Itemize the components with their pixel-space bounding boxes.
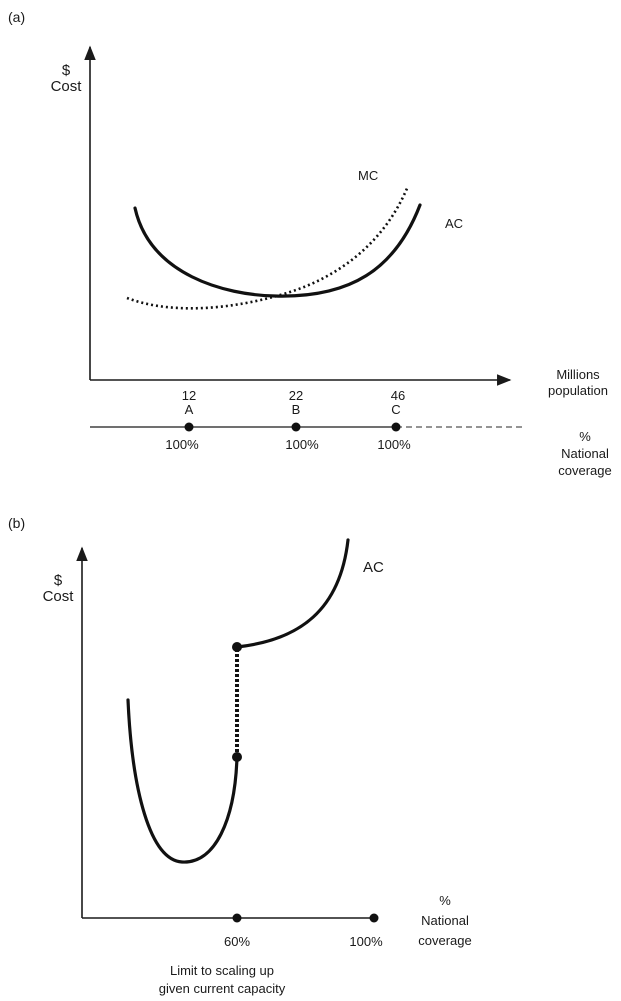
ac-curve-label: AC bbox=[363, 559, 384, 576]
coverage-pct-label: 100% bbox=[165, 437, 199, 452]
coverage-axis-label: % bbox=[579, 429, 591, 444]
x-axis-label: National bbox=[421, 913, 469, 928]
coverage-axis-label: National bbox=[561, 446, 609, 461]
mc-curve-label: MC bbox=[358, 168, 378, 183]
coverage-point-a bbox=[184, 422, 194, 432]
capacity-note: given current capacity bbox=[159, 981, 286, 996]
panel-b-y-label: Cost bbox=[43, 588, 75, 605]
panel-a-y-label: Cost bbox=[51, 78, 83, 95]
x-tick-label: 60% bbox=[224, 934, 250, 949]
coverage-pct-label: 100% bbox=[377, 437, 411, 452]
x-point-100 bbox=[369, 913, 379, 923]
x-axis-label: population bbox=[548, 383, 608, 398]
coverage-point-label: A bbox=[185, 402, 194, 417]
x-tick-label: 46 bbox=[391, 388, 405, 403]
capacity-point-lower bbox=[232, 752, 242, 762]
x-tick-label: 22 bbox=[289, 388, 303, 403]
capacity-point-upper bbox=[232, 642, 242, 652]
coverage-pct-label: 100% bbox=[285, 437, 319, 452]
panel-a-label: (a) bbox=[8, 9, 25, 25]
x-axis-label: coverage bbox=[418, 933, 471, 948]
mc-curve bbox=[126, 185, 410, 310]
ac-curve bbox=[133, 203, 422, 298]
coverage-point-label: B bbox=[292, 402, 301, 417]
ac-curve-lower bbox=[126, 698, 239, 864]
coverage-point-label: C bbox=[391, 402, 400, 417]
ac-curve-upper bbox=[235, 538, 350, 649]
x-axis-label: % bbox=[439, 893, 451, 908]
panel-b-label: (b) bbox=[8, 515, 25, 531]
ac-curve-label: AC bbox=[445, 216, 463, 231]
x-tick-label: 100% bbox=[349, 934, 383, 949]
x-axis-label: Millions bbox=[556, 367, 600, 382]
coverage-point-c bbox=[391, 422, 401, 432]
coverage-point-b bbox=[291, 422, 301, 432]
x-point-60 bbox=[232, 913, 242, 923]
panel-b-y-label-symbol: $ bbox=[54, 572, 63, 589]
x-tick-label: 12 bbox=[182, 388, 196, 403]
coverage-axis-label: coverage bbox=[558, 463, 611, 478]
panel-a-y-label-symbol: $ bbox=[62, 62, 71, 79]
panel-b: (b) $ Cost AC 60% 100% % National covera… bbox=[8, 515, 472, 996]
capacity-note: Limit to scaling up bbox=[170, 963, 274, 978]
panel-a: (a) $ Cost MC AC 12 22 46 Millions popul… bbox=[8, 9, 612, 478]
